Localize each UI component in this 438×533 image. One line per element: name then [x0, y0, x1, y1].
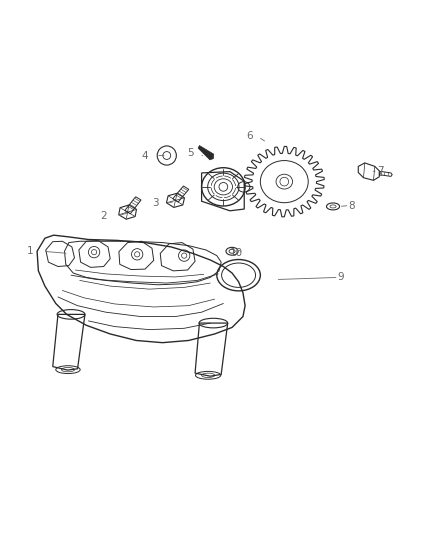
Text: 6: 6: [246, 131, 253, 141]
Text: 3: 3: [152, 198, 159, 208]
Text: 9: 9: [338, 272, 344, 282]
Text: 7: 7: [377, 166, 383, 176]
Text: 1: 1: [26, 246, 33, 256]
Text: 10: 10: [230, 248, 243, 259]
Text: 4: 4: [142, 150, 148, 160]
Text: 2: 2: [100, 212, 107, 221]
Text: 8: 8: [349, 200, 355, 211]
Text: 5: 5: [187, 148, 194, 158]
Polygon shape: [198, 146, 214, 160]
